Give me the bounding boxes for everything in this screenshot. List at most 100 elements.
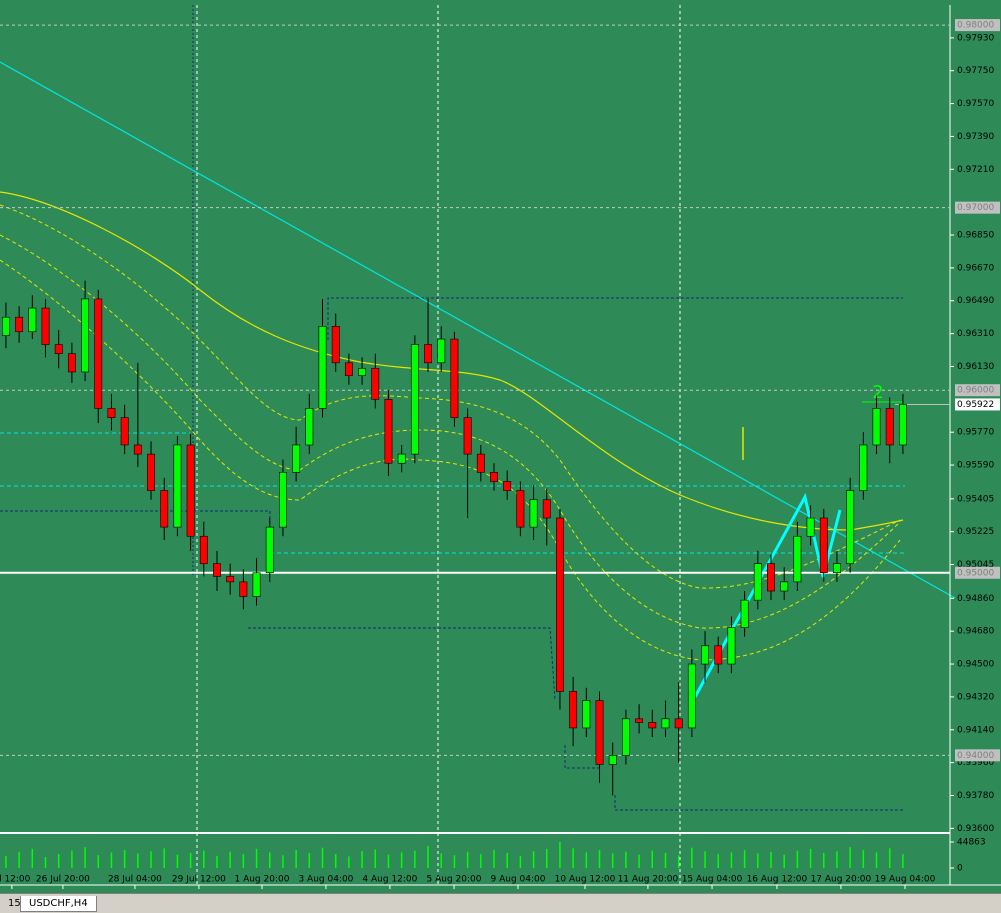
candle-body bbox=[213, 563, 221, 577]
envelope bbox=[0, 259, 901, 661]
candle-body bbox=[556, 517, 564, 692]
tab-bar: 15 USDCHF,H4 bbox=[0, 893, 1001, 913]
candle-body bbox=[133, 444, 142, 455]
x-tick-label: 5 Aug 20:00 bbox=[427, 875, 482, 885]
candle-body bbox=[753, 563, 762, 601]
candle-body bbox=[569, 691, 578, 729]
candle-body bbox=[371, 367, 380, 400]
candle-body bbox=[120, 417, 129, 446]
y-tick-label: 0.96670 bbox=[957, 263, 994, 273]
candle-body bbox=[279, 472, 287, 528]
candle-body bbox=[437, 338, 446, 364]
y-tick-label: 0.97390 bbox=[957, 132, 994, 142]
candle-body bbox=[490, 472, 498, 482]
x-tick-label: 9 Aug 04:00 bbox=[491, 875, 546, 885]
candle-body bbox=[595, 700, 604, 765]
level-label-box bbox=[955, 566, 1000, 579]
y-tick-label: 0.93600 bbox=[957, 824, 994, 834]
candle-body bbox=[226, 576, 235, 583]
level-label-box bbox=[955, 384, 1000, 397]
x-tick-label: 3 Aug 04:00 bbox=[298, 875, 353, 885]
candle-body bbox=[305, 408, 314, 446]
candle-body bbox=[542, 499, 551, 519]
indicators bbox=[0, 5, 1001, 886]
stop-line bbox=[248, 627, 556, 701]
y-tick-label: 0.95225 bbox=[957, 527, 994, 537]
candle-body bbox=[767, 563, 775, 592]
candle-body bbox=[648, 722, 657, 729]
level-label-box bbox=[955, 749, 1000, 762]
candle-body bbox=[819, 517, 828, 574]
candle-body bbox=[516, 490, 525, 528]
candle-body bbox=[872, 408, 881, 446]
level-label: 0.96000 bbox=[957, 386, 994, 396]
candle-body bbox=[384, 399, 393, 464]
current-price-box bbox=[955, 398, 1000, 411]
x-tick-label: 10 Aug 12:00 bbox=[555, 875, 616, 885]
tab[interactable]: 15 bbox=[8, 898, 21, 909]
candle-body bbox=[621, 718, 630, 756]
y-tick-label: 0.96130 bbox=[957, 362, 994, 372]
current-price-label: 0.95922 bbox=[957, 400, 994, 410]
candle-body bbox=[885, 408, 894, 446]
x-tick-label: 1 Aug 20:00 bbox=[234, 875, 289, 885]
volume-tick-label: 44863 bbox=[957, 838, 986, 848]
x-tick-label: 29 Jul 12:00 bbox=[172, 875, 226, 885]
candle-body bbox=[780, 581, 789, 592]
candle-body bbox=[463, 417, 472, 455]
candle-body bbox=[199, 535, 208, 564]
y-tick-label: 0.95405 bbox=[957, 494, 994, 504]
candle-body bbox=[331, 326, 340, 364]
candle-body bbox=[186, 444, 195, 537]
candle-body bbox=[833, 563, 841, 574]
envelope bbox=[0, 204, 901, 589]
annotation: 2 bbox=[872, 382, 883, 403]
x-tick-label: 26 Jul 20:00 bbox=[36, 875, 90, 885]
y-tick-label: 0.94500 bbox=[957, 660, 994, 670]
candle-body bbox=[2, 316, 10, 336]
y-tick-label: 0.96490 bbox=[957, 296, 994, 306]
tab[interactable]: USDCHF,H4 bbox=[20, 896, 97, 912]
trend-line bbox=[0, 61, 956, 599]
candle-body bbox=[582, 700, 591, 729]
stop-line bbox=[564, 745, 600, 769]
candle-body bbox=[687, 663, 696, 729]
y-tick-label: 0.95045 bbox=[957, 560, 994, 570]
moving-average bbox=[0, 191, 904, 531]
candle-body bbox=[265, 526, 274, 574]
stop-line bbox=[614, 795, 903, 811]
candle-body bbox=[94, 298, 103, 409]
candle-body bbox=[81, 298, 90, 373]
candle-body bbox=[424, 344, 432, 364]
x-tick-label: 15 Aug 04:00 bbox=[682, 875, 743, 885]
candle-body bbox=[160, 490, 169, 528]
x-tick-label: 19 Aug 04:00 bbox=[875, 875, 936, 885]
level-label: 0.97000 bbox=[957, 203, 994, 213]
candle-body bbox=[661, 718, 670, 729]
x-tick-label: ul 12:00 bbox=[0, 875, 31, 885]
candle-body bbox=[397, 453, 406, 464]
candle-body bbox=[344, 362, 353, 376]
candle-body bbox=[529, 499, 538, 528]
candle-body bbox=[239, 581, 248, 597]
candle-body bbox=[674, 718, 683, 729]
y-tick-label: 0.96850 bbox=[957, 231, 994, 241]
candle-body bbox=[846, 490, 855, 564]
y-tick-label: 0.94860 bbox=[957, 594, 994, 604]
candle-body bbox=[859, 444, 868, 491]
y-tick-label: 0.95590 bbox=[957, 461, 994, 471]
candle-body bbox=[608, 755, 617, 765]
level-label: 0.98000 bbox=[957, 21, 994, 31]
candle-body bbox=[41, 307, 50, 345]
candle-body bbox=[252, 572, 261, 597]
candle-body bbox=[15, 316, 24, 333]
candle-body bbox=[67, 353, 76, 373]
y-tick-label: 0.94140 bbox=[957, 725, 994, 735]
y-tick-label: 0.94320 bbox=[957, 692, 994, 702]
candle-body bbox=[28, 307, 37, 333]
chart: 2 0.97930 0.97750 0.97570 0.97390 0.97210 0.9… bbox=[0, 5, 1001, 889]
candle-body bbox=[793, 535, 802, 583]
y-tick-label: 0.94680 bbox=[957, 627, 994, 637]
volume-tick-label: 0 bbox=[957, 864, 963, 874]
